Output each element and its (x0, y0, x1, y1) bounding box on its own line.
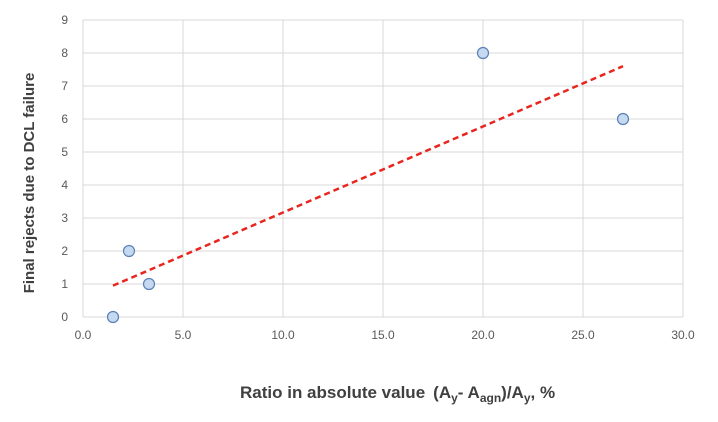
y-tick-label: 2 (61, 244, 68, 258)
data-point (476, 46, 490, 60)
x-axis-label-prefix: Ratio in absolute value (240, 383, 426, 402)
data-point (616, 112, 630, 126)
y-tick-label: 9 (61, 13, 68, 27)
data-point (122, 244, 136, 258)
data-points (106, 46, 630, 324)
x-axis-label-open: (A (433, 383, 452, 402)
x-tick-label: 30.0 (671, 328, 695, 342)
x-tick-label: 15.0 (371, 328, 395, 342)
x-axis-label-sub-y: y (451, 391, 458, 405)
y-tick-label: 1 (61, 277, 68, 291)
y-axis-ticks: 0 1 2 3 4 5 6 7 8 9 (61, 13, 68, 324)
x-tick-label: 0.0 (75, 328, 92, 342)
y-tick-label: 6 (61, 112, 68, 126)
x-axis-label: Ratio in absolute value (Ay- Aagn)/Ay, % (240, 383, 555, 405)
data-point (106, 310, 120, 324)
y-tick-label: 5 (61, 145, 68, 159)
x-axis-ticks: 0.0 5.0 10.0 15.0 20.0 25.0 30.0 (75, 328, 695, 342)
x-tick-label: 10.0 (271, 328, 295, 342)
data-point (142, 277, 156, 291)
x-axis-label-suffix: , % (530, 383, 556, 402)
x-axis-label-div: )/A (501, 383, 524, 402)
y-tick-label: 3 (61, 211, 68, 225)
y-tick-label: 4 (61, 178, 68, 192)
x-axis-label-mid: - A (457, 383, 480, 402)
x-tick-label: 20.0 (471, 328, 495, 342)
y-tick-label: 7 (61, 79, 68, 93)
x-tick-label: 5.0 (175, 328, 192, 342)
x-tick-label: 25.0 (571, 328, 595, 342)
trendline-group (112, 65, 624, 287)
y-axis-label: Final rejects due to DCL failure (21, 73, 38, 294)
y-tick-label: 0 (61, 310, 68, 324)
y-tick-label: 8 (61, 46, 68, 60)
trendline (112, 65, 624, 287)
x-axis-label-sub-y2: y (523, 391, 531, 405)
x-axis-label-sub-agn: agn (479, 391, 502, 405)
